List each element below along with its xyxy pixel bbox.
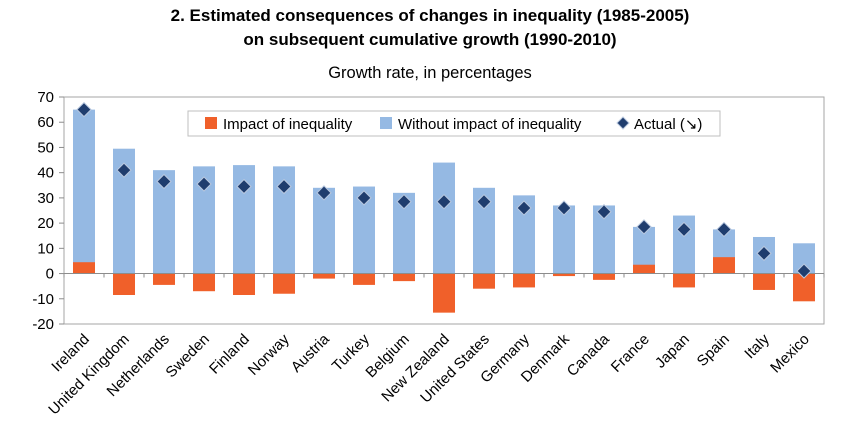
bar-impact [353, 273, 375, 285]
actual-marker [476, 193, 492, 210]
x-category-label: Finland [206, 331, 253, 378]
y-tick-label: 30 [37, 190, 54, 207]
x-category-label: Sweden [162, 331, 212, 381]
bar-without-impact [113, 148, 135, 274]
bar-without-impact [513, 195, 535, 274]
bar-without-impact [633, 226, 655, 274]
y-tick-label: -10 [32, 291, 54, 308]
bar-without-impact [153, 170, 175, 274]
y-tick-label: 0 [46, 266, 54, 283]
bar-without-impact [73, 109, 95, 274]
actual-marker [436, 193, 452, 210]
actual-marker [276, 178, 292, 195]
actual-marker [556, 200, 572, 216]
actual-marker [796, 263, 812, 279]
bar-without-impact [313, 187, 335, 274]
y-tick-label: 70 [37, 89, 54, 106]
bar-impact [193, 273, 215, 292]
bar-impact [433, 273, 455, 313]
y-tick-label: 20 [37, 215, 54, 232]
actual-marker [356, 190, 372, 206]
actual-marker [516, 200, 532, 216]
bar-impact [593, 273, 615, 280]
actual-marker [116, 162, 132, 178]
chart-title-line2: on subsequent cumulative growth (1990-20… [243, 30, 617, 49]
legend: Impact of inequality Without impact of in… [187, 110, 721, 137]
x-category-label: Italy [741, 330, 773, 362]
bar-impact [473, 273, 495, 289]
legend-swatch-without [380, 117, 392, 129]
actual-marker [156, 173, 172, 190]
bar-without-impact [393, 192, 415, 274]
bar-without-impact [553, 205, 575, 274]
y-tick-label: 40 [37, 165, 54, 182]
x-category-label: France [608, 331, 653, 376]
actual-marker [716, 221, 732, 238]
chart-subtitle: Growth rate, in percentages [328, 64, 532, 82]
bar-impact [153, 273, 175, 285]
legend-box [187, 110, 721, 137]
bar-impact [113, 273, 135, 295]
actual-marker [596, 204, 612, 220]
bar-impact [633, 264, 655, 274]
legend-marker-actual [616, 116, 630, 130]
bar-impact [313, 273, 335, 279]
actual-marker [196, 176, 212, 192]
legend-swatch-impact [205, 117, 217, 129]
y-tick-label: 60 [37, 114, 54, 131]
x-category-label: Norway [245, 330, 293, 378]
y-tick-label: 50 [37, 139, 54, 156]
actual-marker [76, 101, 92, 118]
plot-area-border [63, 96, 825, 325]
bar-impact [73, 262, 95, 274]
bar-impact [793, 273, 815, 302]
bar-impact [393, 273, 415, 282]
actual-marker [316, 185, 332, 201]
legend-label-without: Without impact of inequality [398, 116, 582, 133]
bar-impact [753, 273, 775, 290]
y-tick-label: -20 [32, 316, 54, 333]
x-category-label: Canada [564, 330, 614, 380]
actual-marker [236, 178, 252, 195]
bar-without-impact [793, 243, 815, 274]
bar-impact [553, 273, 575, 277]
bar-without-impact [593, 205, 615, 274]
chart-title-line1: 2. Estimated consequences of changes in … [170, 6, 690, 25]
bar-without-impact [233, 165, 255, 274]
bar-without-impact [193, 166, 215, 274]
bar-without-impact [433, 162, 455, 274]
y-tick-label: 10 [37, 240, 54, 257]
bar-impact [273, 273, 295, 294]
x-category-label: Japan [652, 331, 693, 372]
bar-impact [233, 273, 255, 295]
bar-without-impact [473, 187, 495, 274]
bar-without-impact [353, 186, 375, 274]
x-category-label: Austria [288, 330, 333, 375]
actual-marker [676, 221, 692, 238]
legend-label-impact: Impact of inequality [223, 116, 353, 133]
bar-impact [713, 257, 735, 274]
x-category-label: Mexico [767, 331, 813, 377]
bar-impact [673, 273, 695, 288]
x-category-label: Spain [694, 331, 733, 370]
bar-impact [513, 273, 535, 288]
actual-marker [756, 245, 772, 262]
legend-label-actual: Actual (↘) [634, 116, 702, 133]
actual-marker [636, 219, 652, 235]
bar-without-impact [273, 166, 295, 274]
actual-marker [396, 193, 412, 210]
